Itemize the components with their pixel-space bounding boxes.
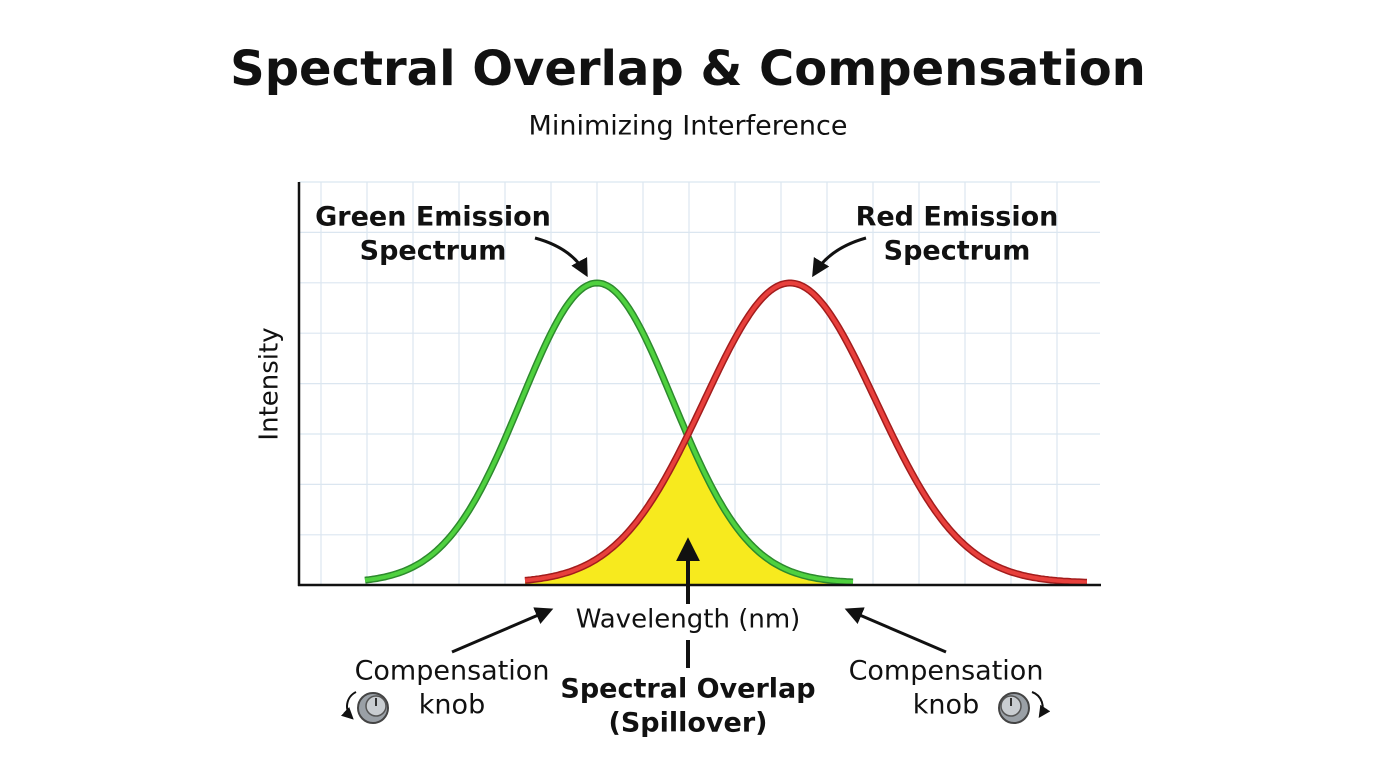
- grid: [299, 181, 1100, 585]
- left-knob-label: knob: [419, 690, 485, 721]
- left-knob-icon: [340, 691, 389, 724]
- right-knob-icon: [998, 691, 1051, 724]
- red-label: Red Emission: [856, 202, 1059, 233]
- y-axis-label: Intensity: [255, 327, 285, 440]
- right-knob-label: Compensation: [849, 656, 1044, 687]
- green-label: Green Emission: [315, 202, 551, 233]
- overlap-label: (Spillover): [609, 708, 768, 739]
- red-label: Spectrum: [884, 236, 1031, 267]
- subtitle: Minimizing Interference: [529, 111, 848, 142]
- green-curve: [364, 280, 854, 584]
- left-knob-label: Compensation: [355, 656, 550, 687]
- red-arrow: [812, 236, 867, 278]
- x-axis-label: Wavelength (nm): [576, 605, 801, 635]
- green-arrow: [534, 236, 588, 278]
- left-knob-arrow: [451, 607, 554, 654]
- right-knob-arrow: [844, 607, 947, 654]
- right-knob-label: knob: [913, 690, 979, 721]
- overlap-area: [525, 436, 853, 585]
- red-curve: [524, 281, 1087, 585]
- title: Spectral Overlap & Compensation: [230, 41, 1146, 97]
- green-label: Spectrum: [360, 236, 507, 267]
- overlap-label: Spectral Overlap: [560, 674, 815, 705]
